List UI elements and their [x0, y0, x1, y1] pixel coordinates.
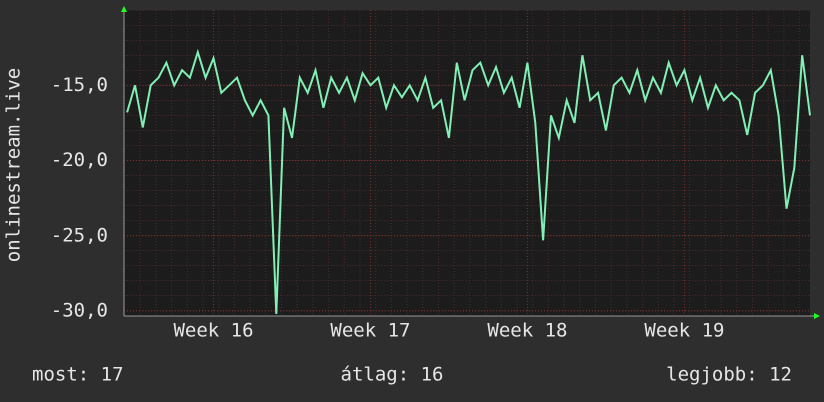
y-tick-label: -25,0 — [51, 224, 108, 246]
stat-best: legjobb: 12 — [666, 364, 792, 386]
plot: -30,0 -25,0 -20,0 -15,0 Week 16 Week 17 Week 1… — [51, 10, 811, 342]
x-tick-label: Week 19 — [644, 320, 724, 342]
stat-current: most: 17 — [32, 364, 124, 386]
y-tick-label: -30,0 — [51, 300, 108, 322]
y-tick-label: -15,0 — [51, 74, 108, 96]
x-tick-label: Week 17 — [330, 320, 410, 342]
x-tick-label: Week 18 — [487, 320, 567, 342]
y-axis-label: onlinestream.live — [3, 68, 25, 262]
y-tick-label: -20,0 — [51, 149, 108, 171]
x-tick-label: Week 16 — [173, 320, 253, 342]
x-arrow — [814, 313, 820, 319]
minor-grid — [124, 10, 810, 316]
y-arrow — [121, 6, 127, 12]
series-line — [126, 48, 811, 315]
stat-average: átlag: 16 — [341, 364, 444, 386]
